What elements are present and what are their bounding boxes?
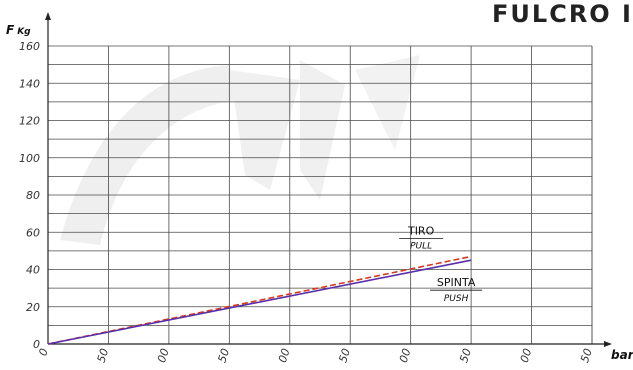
- annotation-push-main: SPINTA: [437, 276, 476, 289]
- y-tick-label: 100: [19, 152, 40, 165]
- series-line-push: [47, 259, 472, 345]
- y-axis-arrow: [45, 12, 51, 20]
- annotation-push-sub: PUSH: [444, 294, 469, 304]
- series-annotations: TIRO PULL SPINTA PUSH: [399, 224, 483, 304]
- annotation-pull-sub: PULL: [410, 241, 432, 251]
- y-tick-label: 140: [19, 77, 40, 90]
- y-tick-label: 60: [26, 226, 40, 239]
- y-tick-label: 120: [19, 115, 40, 128]
- watermark-logo: [60, 55, 420, 245]
- x-tick-label: 00: [155, 347, 172, 364]
- y-axis-label-unit: Kg: [17, 27, 31, 37]
- x-tick-label: 0: [36, 347, 51, 358]
- y-tick-label: 160: [19, 40, 40, 53]
- y-tick-label: 0: [33, 338, 40, 351]
- y-axis-label: F Kg: [6, 23, 31, 37]
- header-title: FULCRO I: [492, 0, 633, 28]
- axes: [45, 12, 612, 347]
- x-tick-label: 50: [336, 347, 353, 364]
- x-axis-label: bar: [611, 348, 633, 362]
- x-tick-label: 50: [95, 347, 112, 364]
- x-tick-label: 50: [215, 347, 232, 364]
- annotation-pull-main: TIRO: [407, 224, 435, 237]
- series-lines: [47, 255, 472, 345]
- y-axis-label-main: F: [6, 23, 15, 37]
- y-tick-label: 80: [26, 189, 40, 202]
- x-axis-arrow: [604, 341, 612, 347]
- x-tick-label: 50: [578, 347, 595, 364]
- x-tick-label: 50: [457, 347, 474, 364]
- y-tick-label: 40: [26, 264, 40, 277]
- x-tick-label: 00: [518, 347, 535, 364]
- x-tick-label: 00: [276, 347, 293, 364]
- x-tick-label: 00: [397, 347, 414, 364]
- tick-labels: 0 20 40 60 80 100 120 140 160 0 50 00 50 00 50 00 50 00 50: [19, 40, 595, 364]
- y-tick-label: 20: [26, 301, 40, 314]
- grid: [48, 45, 593, 344]
